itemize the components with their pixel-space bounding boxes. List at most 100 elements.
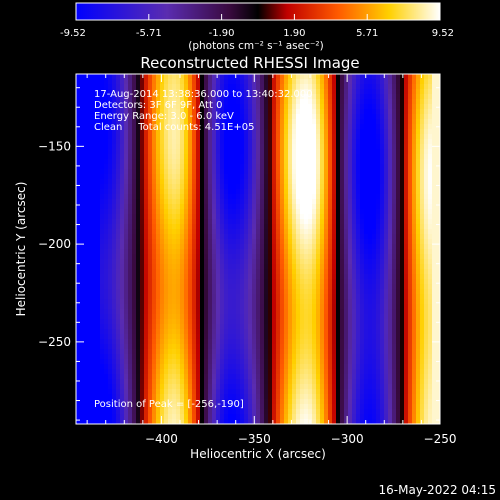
heatmap-cell <box>144 189 149 195</box>
heatmap-cell <box>104 159 109 165</box>
heatmap-cell <box>108 184 113 190</box>
heatmap-cell <box>388 199 393 205</box>
heatmap-cell <box>192 179 197 185</box>
heatmap-cell <box>300 339 305 345</box>
heatmap-cell <box>124 84 129 90</box>
heatmap-cell <box>156 339 161 345</box>
heatmap-cell <box>232 334 237 340</box>
heatmap-cell <box>192 199 197 205</box>
heatmap-cell <box>112 284 117 290</box>
heatmap-cell <box>212 329 217 335</box>
heatmap-cell <box>376 139 381 145</box>
heatmap-cell <box>188 94 193 100</box>
heatmap-cell <box>88 334 93 340</box>
heatmap-cell <box>428 279 433 285</box>
heatmap-cell <box>192 149 197 155</box>
heatmap-cell <box>404 304 409 310</box>
heatmap-cell <box>436 164 441 170</box>
heatmap-cell <box>236 199 241 205</box>
heatmap-cell <box>264 74 269 80</box>
heatmap-cell <box>208 139 213 145</box>
heatmap-cell <box>412 179 417 185</box>
heatmap-cell <box>260 324 265 330</box>
heatmap-cell <box>100 149 105 155</box>
heatmap-cell <box>336 164 341 170</box>
heatmap-cell <box>140 289 145 295</box>
heatmap-cell <box>88 129 93 135</box>
heatmap-cell <box>172 234 177 240</box>
heatmap-cell <box>264 119 269 125</box>
heatmap-cell <box>336 339 341 345</box>
heatmap-cell <box>132 239 137 245</box>
heatmap-cell <box>260 104 265 110</box>
heatmap-cell <box>264 84 269 90</box>
heatmap-cell <box>224 99 229 105</box>
heatmap-cell <box>128 214 133 220</box>
heatmap-cell <box>196 279 201 285</box>
heatmap-cell <box>260 264 265 270</box>
heatmap-cell <box>168 94 173 100</box>
heatmap-cell <box>436 94 441 100</box>
heatmap-cell <box>76 164 81 170</box>
heatmap-cell <box>168 149 173 155</box>
heatmap-cell <box>324 129 329 135</box>
heatmap-cell <box>100 159 105 165</box>
heatmap-cell <box>140 179 145 185</box>
heatmap-cell <box>428 219 433 225</box>
heatmap-cell <box>208 99 213 105</box>
heatmap-cell <box>332 114 337 120</box>
heatmap-cell <box>132 324 137 330</box>
heatmap-cell <box>412 299 417 305</box>
heatmap-cell <box>180 294 185 300</box>
heatmap-cell <box>400 284 405 290</box>
heatmap-cell <box>128 194 133 200</box>
heatmap-cell <box>396 239 401 245</box>
heatmap-cell <box>388 224 393 230</box>
heatmap-cell <box>208 289 213 295</box>
heatmap-cell <box>232 229 237 235</box>
heatmap-cell <box>120 239 125 245</box>
heatmap-cell <box>276 219 281 225</box>
heatmap-cell <box>220 274 225 280</box>
heatmap-cell <box>244 224 249 230</box>
heatmap-cell <box>424 324 429 330</box>
heatmap-cell <box>420 84 425 90</box>
heatmap-cell <box>180 139 185 145</box>
heatmap-cell <box>228 294 233 300</box>
heatmap-cell <box>204 279 209 285</box>
heatmap-cell <box>276 109 281 115</box>
heatmap-cell <box>196 189 201 195</box>
heatmap-cell <box>352 319 357 325</box>
heatmap-cell <box>92 184 97 190</box>
heatmap-cell <box>132 134 137 140</box>
heatmap-cell <box>376 134 381 140</box>
heatmap-cell <box>432 184 437 190</box>
heatmap-cell <box>344 309 349 315</box>
heatmap-cell <box>252 199 257 205</box>
heatmap-cell <box>168 314 173 320</box>
heatmap-cell <box>380 329 385 335</box>
heatmap-cell <box>336 214 341 220</box>
heatmap-cell <box>280 169 285 175</box>
heatmap-cell <box>176 154 181 160</box>
heatmap-cell <box>264 199 269 205</box>
heatmap-cell <box>140 144 145 150</box>
heatmap-cell <box>268 174 273 180</box>
heatmap-cell <box>408 209 413 215</box>
heatmap-cell <box>120 159 125 165</box>
heatmap-cell <box>224 274 229 280</box>
heatmap-cell <box>260 179 265 185</box>
heatmap-cell <box>100 329 105 335</box>
heatmap-cell <box>232 114 237 120</box>
heatmap-cell <box>176 94 181 100</box>
heatmap-cell <box>128 189 133 195</box>
heatmap-cell <box>392 259 397 265</box>
heatmap-cell <box>80 214 85 220</box>
heatmap-cell <box>348 214 353 220</box>
heatmap-cell <box>352 199 357 205</box>
heatmap-cell <box>404 154 409 160</box>
heatmap-cell <box>340 219 345 225</box>
heatmap-cell <box>268 254 273 260</box>
heatmap-cell <box>304 84 309 90</box>
heatmap-cell <box>132 274 137 280</box>
